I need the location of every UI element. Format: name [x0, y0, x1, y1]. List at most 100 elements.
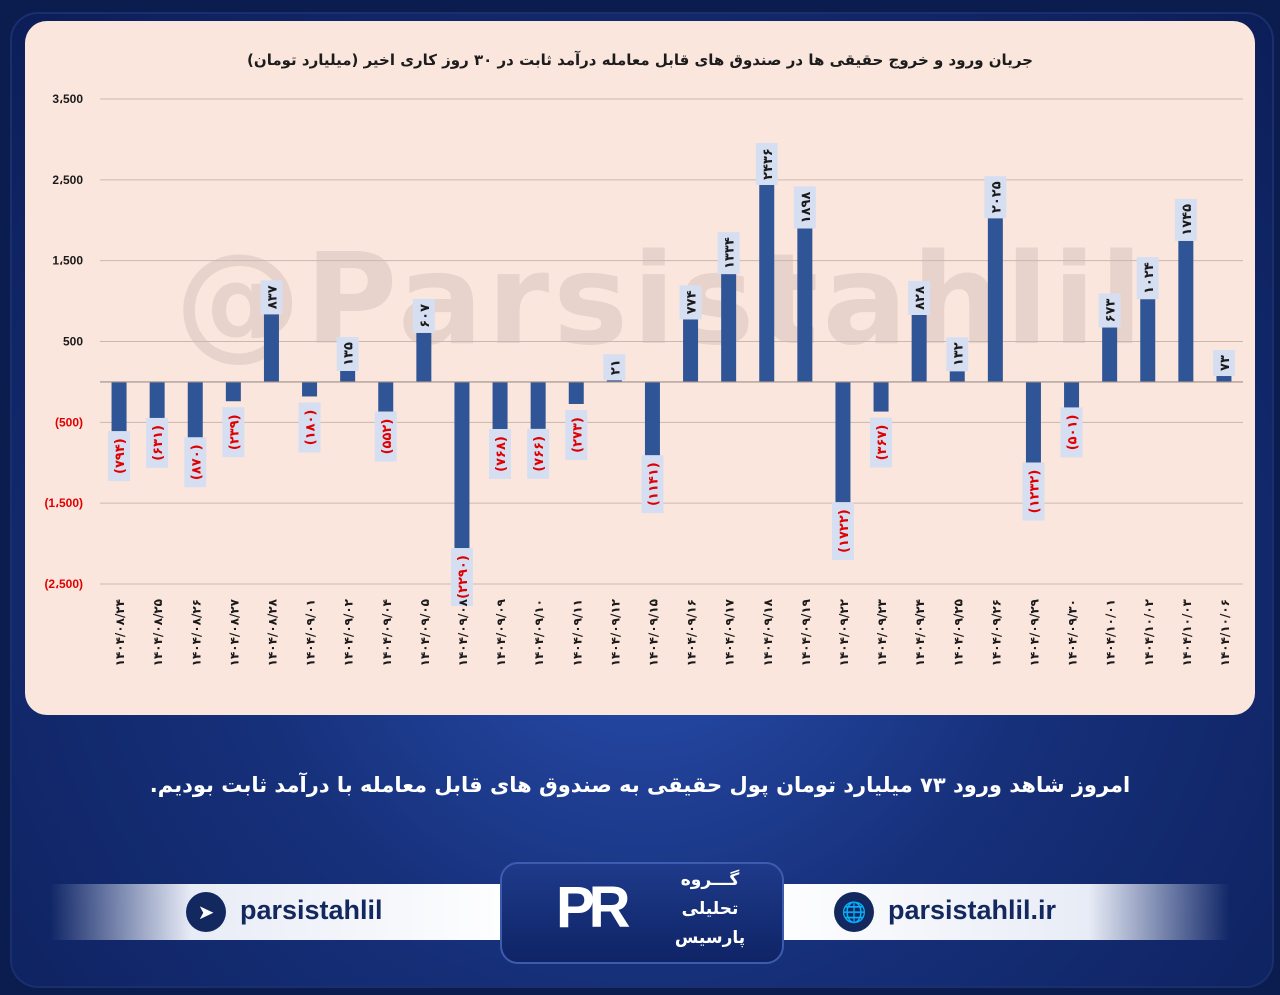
data-label-box — [1212, 350, 1235, 377]
x-tick-label: ۱۴۰۴/۰۹/۰۴ — [380, 599, 394, 666]
data-label-box — [108, 431, 131, 482]
bar — [721, 274, 737, 382]
data-label-box — [260, 280, 283, 315]
bar — [340, 371, 356, 382]
x-tick-label: ۱۴۰۴/۱۰/۰۲ — [1142, 598, 1156, 666]
x-tick-label: ۱۴۰۴/۰۹/۰۱ — [304, 599, 318, 666]
x-tick-label: ۱۴۰۴/۰۹/۱۹ — [799, 598, 813, 666]
x-tick-label: ۱۴۰۴/۰۹/۰۸ — [456, 598, 470, 666]
bar — [263, 314, 279, 382]
data-label: ۲۱ — [608, 359, 623, 375]
chart-panel: @Parsistahlil جریان ورود و خروج حقیقی ها… — [25, 21, 1255, 715]
data-label: (۱۲۳۲) — [1027, 470, 1042, 514]
bar — [1178, 240, 1194, 382]
bar — [225, 381, 241, 402]
bar — [873, 381, 889, 412]
data-label-box — [489, 428, 512, 479]
data-label-box — [1136, 257, 1159, 300]
bar — [987, 218, 1003, 382]
data-label: (۱۸۰) — [304, 410, 319, 446]
x-tick-label: ۱۴۰۴/۱۰/۰۶ — [1218, 599, 1232, 666]
data-label-box — [908, 280, 931, 315]
x-tick-label: ۱۴۰۴/۰۸/۲۴ — [113, 599, 127, 666]
y-tick-label: 2،500 — [52, 173, 83, 187]
x-tick-label: ۱۴۰۴/۰۹/۲۲ — [837, 598, 851, 666]
data-label: (۳۶۷) — [875, 425, 890, 461]
bar — [187, 381, 203, 453]
x-tick-label: ۱۴۰۴/۰۹/۰۹ — [494, 598, 508, 666]
data-label-box — [527, 428, 550, 479]
data-label: (۱۷۲۲) — [837, 509, 852, 553]
bar — [835, 381, 851, 522]
x-tick-label: ۱۴۰۴/۰۹/۳۰ — [1066, 599, 1080, 666]
bar — [454, 381, 470, 568]
data-label: ۱۳۲ — [951, 342, 966, 366]
y-tick-label: 3،500 — [52, 92, 83, 106]
data-label-box — [984, 176, 1007, 219]
x-tick-label: ۱۴۰۴/۰۹/۰۲ — [342, 598, 356, 666]
bar-chart: 3،500 2،500 1،500 500 (500) (1،500) (2،500) (۷۹… — [44, 92, 1243, 666]
chart-title: جریان ورود و خروج حقیقی ها در صندوق های … — [247, 51, 1033, 69]
x-tick-label: ۱۴۰۴/۰۹/۲۹ — [1027, 598, 1041, 666]
data-label-box — [374, 411, 397, 462]
bar — [492, 381, 508, 444]
bar — [1216, 376, 1232, 382]
data-label: ۷۳ — [1218, 355, 1233, 371]
data-label-box — [146, 417, 169, 468]
logo-line-2: تحلیلی — [681, 899, 739, 919]
x-tick-label: ۱۴۰۴/۰۹/۱۵ — [646, 599, 660, 666]
x-tick-label: ۱۴۰۴/۰۹/۱۰ — [532, 599, 546, 666]
data-label: ۸۳۷ — [265, 285, 280, 309]
bar — [111, 381, 127, 447]
x-tick-label: ۱۴۰۴/۰۸/۲۷ — [227, 598, 241, 666]
logo-box — [500, 862, 784, 964]
data-label: (۷۶۶) — [532, 436, 547, 472]
data-label: ۱۰۲۴ — [1142, 262, 1157, 294]
data-label: ۲۴۳۶ — [761, 148, 776, 180]
data-label: (۶۳۱) — [151, 425, 166, 461]
x-tick-label: ۱۴۰۴/۰۹/۱۶ — [685, 599, 699, 666]
data-label-box — [717, 232, 740, 275]
data-label-box — [1174, 198, 1197, 241]
globe-icon[interactable]: 🌐 — [834, 892, 874, 932]
bar — [797, 228, 813, 382]
x-tick-label: ۱۴۰۴/۱۰/۰۱ — [1104, 599, 1118, 666]
x-tick-label: ۱۴۰۴/۰۹/۱۸ — [761, 598, 775, 666]
bar — [683, 319, 699, 382]
y-tick-label: 1،500 — [52, 254, 83, 268]
x-tick-label: ۱۴۰۴/۰۹/۲۴ — [913, 599, 927, 666]
data-label-box — [641, 455, 664, 514]
data-label-box — [1060, 407, 1083, 458]
data-label: (۷۹۴) — [113, 438, 128, 474]
data-label: (۱۱۴۱) — [646, 462, 661, 506]
data-label-box — [831, 502, 854, 561]
caption-text: امروز شاهد ورود ۷۳ میلیارد تومان پول حقی… — [149, 773, 1131, 797]
data-label: ۶۰۷ — [418, 304, 433, 328]
x-tick-label: ۱۴۰۴/۰۹/۰۵ — [418, 599, 432, 666]
watermark: @Parsistahlil — [175, 226, 1147, 373]
x-tick-label: ۱۴۰۴/۰۹/۲۵ — [951, 599, 965, 666]
y-tick-label: (1،500) — [44, 496, 83, 510]
data-label-box — [870, 417, 893, 468]
data-label-box — [679, 285, 702, 320]
data-label-box — [450, 548, 473, 607]
data-label: ۱۳۵ — [342, 342, 357, 366]
data-label-box — [336, 337, 359, 372]
bar — [911, 314, 927, 382]
bar — [644, 381, 660, 475]
data-label: (۵۰۱) — [1066, 415, 1081, 451]
bar — [606, 380, 622, 382]
telegram-icon[interactable]: ➤ — [186, 892, 226, 932]
y-tick-label: 500 — [63, 335, 83, 349]
data-label: ۱۷۴۵ — [1180, 204, 1195, 236]
data-label: ۱۸۹۸ — [799, 192, 814, 224]
bar — [302, 381, 318, 397]
logo-line-1: گـــروه — [680, 870, 740, 890]
data-label-box — [793, 186, 816, 229]
y-tick-label: (2،500) — [44, 577, 83, 591]
website-link[interactable]: parsistahlil.ir — [888, 895, 1057, 925]
data-label-box — [565, 409, 588, 460]
x-tick-label: ۱۴۰۴/۰۹/۱۱ — [570, 599, 584, 666]
data-label: ۸۲۸ — [913, 286, 928, 310]
telegram-handle[interactable]: parsistahlil — [240, 895, 383, 925]
